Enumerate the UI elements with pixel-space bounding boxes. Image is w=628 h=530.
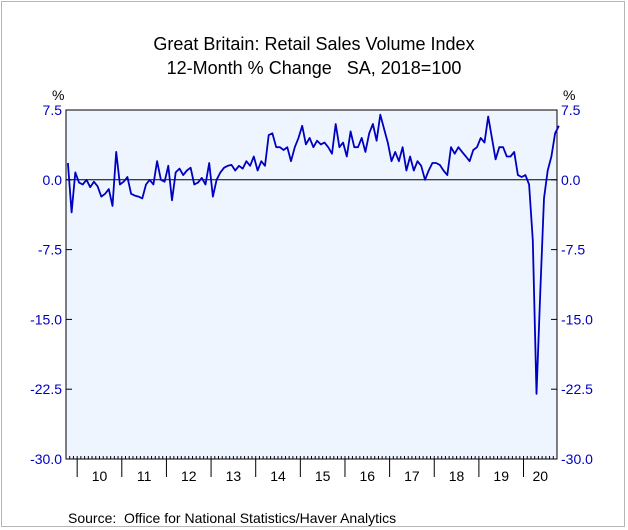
y-tick-label-right: -7.5: [561, 242, 585, 258]
x-tick-label: 10: [92, 468, 108, 484]
x-tick-label: 20: [532, 468, 548, 484]
y-tick-label-right: -30.0: [561, 451, 593, 467]
y-tick-label-left: 0.0: [43, 172, 63, 188]
y-tick-label-right: 7.5: [561, 102, 581, 118]
y-tick-label-right: 0.0: [561, 172, 581, 188]
y-tick-label-right: -15.0: [561, 311, 593, 327]
source-note: Source: Office for National Statistics/H…: [68, 510, 397, 526]
y-unit-left: %: [52, 87, 64, 103]
plot-area: [65, 109, 558, 460]
chart-title: Great Britain: Retail Sales Volume Index: [153, 34, 475, 54]
x-tick-label: 17: [404, 468, 420, 484]
x-tick-label: 15: [315, 468, 331, 484]
label-layer: 7.5 7.5 0.0 0.0 -7.5 -7.5 -15.0 -15.0 -22.5 -22.5…: [30, 87, 593, 484]
chart-subtitle: 12-Month % Change SA, 2018=100: [166, 58, 462, 78]
y-tick-label-left: -30.0: [30, 451, 62, 467]
x-tick-label: 19: [493, 468, 509, 484]
y-tick-label-left: -22.5: [30, 381, 62, 397]
x-tick-label: 12: [181, 468, 197, 484]
y-tick-label-left: -15.0: [30, 311, 62, 327]
x-tick-label: 14: [270, 468, 286, 484]
y-tick-label-left: -7.5: [38, 242, 62, 258]
y-tick-label-right: -22.5: [561, 381, 593, 397]
x-tick-label: 16: [360, 468, 376, 484]
y-tick-label-left: 7.5: [43, 102, 63, 118]
x-tick-label: 18: [449, 468, 465, 484]
series-line: [67, 113, 560, 395]
y-unit-right: %: [563, 87, 575, 103]
x-tick-label: 13: [226, 468, 242, 484]
x-tick-label: 11: [137, 468, 152, 484]
